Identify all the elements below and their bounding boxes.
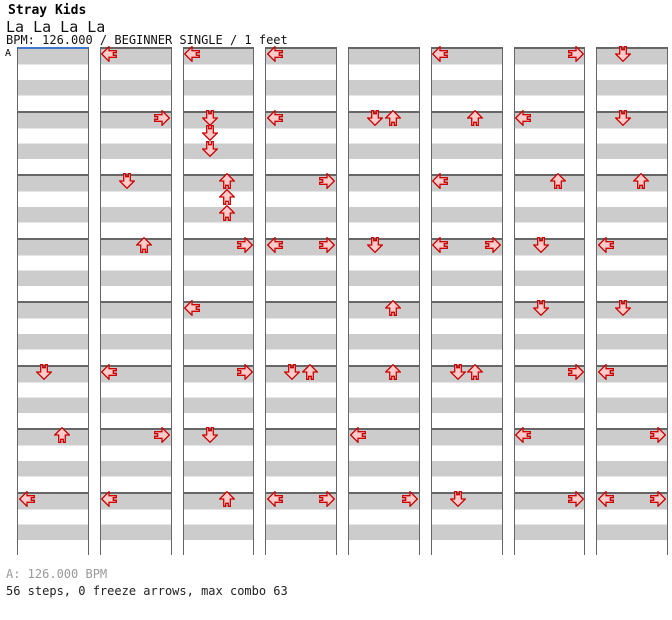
measure-section: [597, 110, 667, 174]
measure-section: [266, 491, 336, 555]
measure-section: [349, 428, 419, 492]
measure-section: [183, 491, 254, 555]
measure-section: [431, 491, 502, 555]
measure-section: [597, 47, 667, 111]
measure-section: [431, 110, 502, 174]
measure-section: [100, 237, 171, 301]
measure-section: [100, 428, 171, 492]
measure-section: [183, 174, 254, 238]
measure-section: [266, 174, 336, 238]
measure-section: [100, 47, 171, 111]
measure-section: [597, 364, 667, 428]
measure-section: [18, 174, 88, 238]
measure-section: [514, 364, 585, 428]
measure-section: [597, 237, 667, 301]
measure-section: [18, 301, 88, 365]
measure-section: [266, 110, 336, 174]
measure-column: [513, 46, 586, 555]
measure-section: [349, 301, 419, 365]
measure-column: [17, 47, 89, 555]
measure-section: [349, 110, 419, 174]
measure-section: [266, 301, 336, 365]
measure-section: [183, 110, 254, 174]
steps-summary: 56 steps, 0 freeze arrows, max combo 63: [6, 584, 288, 598]
measure-section: [266, 428, 336, 492]
chart-meta: BPM: 126.000 / BEGINNER SINGLE / 1 feet: [6, 33, 288, 47]
artist-title: Stray Kids: [8, 3, 87, 18]
measure-section: [514, 301, 585, 365]
measure-section: [100, 301, 171, 365]
measure-section: [597, 174, 667, 238]
measure-section: [431, 174, 502, 238]
measure-section: [183, 364, 254, 428]
measure-section: [266, 237, 336, 301]
bpm-info: A: 126.000 BPM: [6, 567, 108, 581]
measure-section: [18, 110, 88, 174]
measure-section: [349, 174, 419, 238]
measure-column: [99, 46, 172, 555]
measure-section: [514, 47, 585, 111]
measure-section: [431, 237, 502, 301]
measure-section: [514, 237, 585, 301]
measure-section: [100, 491, 171, 555]
measure-section: [514, 110, 585, 174]
measure-column: [182, 46, 255, 555]
measure-section: [266, 47, 336, 111]
measure-section: [431, 364, 502, 428]
measure-column: [430, 46, 503, 555]
measure-section: [514, 174, 585, 238]
stepchart-grid: [17, 46, 668, 555]
measure-section: [431, 428, 502, 492]
measure-section: [18, 47, 88, 111]
measure-section: [183, 237, 254, 301]
song-title: La La La La: [6, 18, 106, 36]
measure-section: [349, 237, 419, 301]
measure-section: [514, 491, 585, 555]
measure-section: [18, 491, 88, 555]
measure-section: [349, 491, 419, 555]
measure-section: [431, 301, 502, 365]
measure-section: [100, 110, 171, 174]
measure-section: [183, 428, 254, 492]
measure-column: [348, 47, 420, 555]
measure-section: [266, 364, 336, 428]
measure-section: [183, 47, 254, 111]
measure-column: [265, 46, 337, 555]
measure-section: [349, 364, 419, 428]
measure-section: [183, 301, 254, 365]
measure-section: [597, 301, 667, 365]
measure-section: [597, 428, 667, 492]
bpm-marker-label: A: [5, 48, 12, 59]
measure-column: [596, 46, 668, 555]
measure-section: [18, 237, 88, 301]
measure-section: [597, 491, 667, 555]
measure-section: [18, 428, 88, 492]
measure-section: [349, 47, 419, 111]
measure-section: [18, 364, 88, 428]
measure-section: [100, 174, 171, 238]
measure-section: [514, 428, 585, 492]
measure-section: [100, 364, 171, 428]
measure-section: [431, 47, 502, 111]
